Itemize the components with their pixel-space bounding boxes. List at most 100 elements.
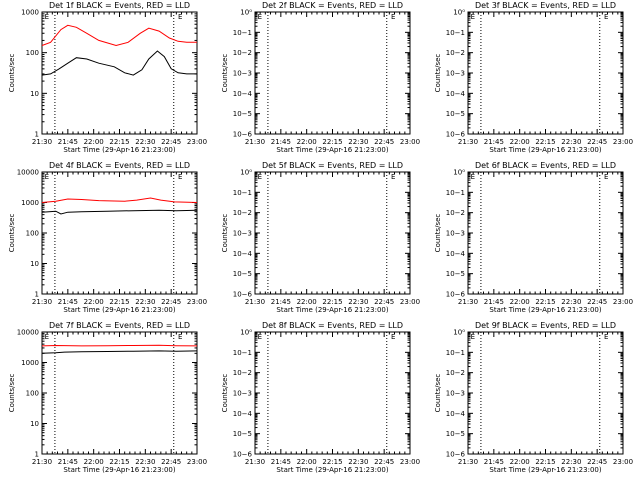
x-tick-label: 21:30: [32, 458, 52, 466]
chart-title: Det 3f BLACK = Events, RED = LLD: [475, 1, 616, 10]
y-tick-label: 10−2: [446, 209, 465, 217]
x-tick-label: 23:00: [400, 298, 420, 306]
e-marker-label: E: [45, 173, 49, 181]
x-tick-label: 23:00: [613, 458, 633, 466]
e-marker-label: E: [45, 333, 49, 341]
y-tick-label: 10−3: [446, 230, 465, 238]
x-tick-label: 23:00: [187, 298, 207, 306]
x-tick-label: 21:45: [271, 458, 291, 466]
y-tick-label: 100: [26, 390, 39, 398]
x-tick-label: 22:45: [374, 138, 394, 146]
y-tick-label: 10−2: [446, 369, 465, 377]
x-tick-label: 21:30: [32, 138, 52, 146]
x-axis-label: Start Time (29-Apr-16 21:23:00): [63, 466, 175, 474]
y-tick-label: 10−5: [233, 270, 252, 278]
x-tick-label: 21:45: [271, 298, 291, 306]
y-axis-label: Counts/sec: [434, 214, 442, 253]
chart-panel-3: Det 3f BLACK = Events, RED = LLD 10−6 10−5…: [434, 1, 633, 154]
y-tick-label: 10−6: [233, 131, 253, 139]
x-tick-label: 22:30: [561, 458, 581, 466]
x-tick-label: 23:00: [187, 138, 207, 146]
y-tick-label: 100: [26, 49, 39, 57]
x-tick-label: 21:45: [271, 138, 291, 146]
x-tick-label: 22:30: [348, 458, 368, 466]
y-tick-label: 100: [26, 230, 39, 238]
x-tick-label: 21:30: [458, 458, 478, 466]
y-tick-label: 10−1: [233, 29, 252, 37]
e-marker-label: E: [258, 333, 262, 341]
y-tick-label: 10−2: [233, 49, 252, 57]
chart-panel-6: Det 6f BLACK = Events, RED = LLD 10−6 10−5…: [434, 161, 633, 314]
chart-title: Det 2f BLACK = Events, RED = LLD: [262, 1, 403, 10]
e-marker-label: E: [471, 333, 475, 341]
x-axis-label: Start Time (29-Apr-16 21:23:00): [276, 146, 388, 154]
events-series-line: [41, 50, 197, 76]
x-axis-label: Start Time (29-Apr-16 21:23:00): [63, 306, 175, 314]
y-tick-label: 10−1: [233, 349, 252, 357]
e-marker-label: E: [471, 13, 475, 21]
chart-title: Det 6f BLACK = Events, RED = LLD: [475, 161, 616, 170]
y-axis-label: Counts/sec: [8, 374, 16, 413]
y-tick-label: 10−4: [446, 250, 466, 258]
chart-panel-4: Det 4f BLACK = Events, RED = LLD 1 10 100 10…: [8, 161, 207, 314]
x-tick-label: 22:15: [535, 298, 555, 306]
y-tick-label: 10−6: [446, 291, 466, 299]
lld-series-line: [41, 344, 198, 347]
events-series-line: [41, 209, 198, 215]
x-axis-label: Start Time (29-Apr-16 21:23:00): [276, 466, 388, 474]
y-tick-label: 10−4: [446, 90, 466, 98]
e-marker-label: E: [391, 13, 395, 21]
events-series-line: [41, 350, 198, 354]
x-tick-label: 22:30: [135, 138, 155, 146]
y-axis-label: Counts/sec: [221, 214, 229, 253]
y-tick-label: 10−3: [446, 390, 465, 398]
y-tick-label: 10000: [17, 169, 39, 177]
chart-panel-2: Det 2f BLACK = Events, RED = LLD 10−6 10−5…: [221, 1, 420, 154]
x-tick-label: 23:00: [400, 138, 420, 146]
y-axis-label: Counts/sec: [221, 374, 229, 413]
x-tick-label: 21:30: [32, 298, 52, 306]
x-tick-label: 22:45: [161, 138, 181, 146]
x-tick-label: 22:15: [535, 458, 555, 466]
y-tick-label: 1: [35, 131, 39, 139]
chart-panel-8: Det 8f BLACK = Events, RED = LLD 10−6 10−5…: [221, 321, 420, 474]
y-tick-label: 10−5: [233, 110, 252, 118]
e-marker-label: E: [471, 173, 475, 181]
y-tick-label: 10: [30, 90, 39, 98]
e-marker-label: E: [604, 333, 608, 341]
x-tick-label: 21:30: [245, 298, 265, 306]
x-tick-label: 21:45: [58, 138, 78, 146]
y-tick-label: 10−4: [446, 410, 466, 418]
x-tick-label: 21:30: [458, 298, 478, 306]
y-axis-label: Counts/sec: [221, 54, 229, 93]
x-tick-label: 22:15: [322, 458, 342, 466]
y-tick-label: 10−5: [446, 430, 465, 438]
y-axis-label: Counts/sec: [434, 374, 442, 413]
x-tick-label: 23:00: [400, 458, 420, 466]
y-tick-label: 10⁰: [240, 169, 252, 177]
y-axis-label: Counts/sec: [434, 54, 442, 93]
y-tick-label: 10⁰: [240, 329, 252, 337]
x-tick-label: 22:45: [587, 458, 607, 466]
x-axis-label: Start Time (29-Apr-16 21:23:00): [276, 306, 388, 314]
y-tick-label: 10⁰: [453, 9, 465, 17]
y-tick-label: 10−3: [233, 390, 252, 398]
x-tick-label: 23:00: [613, 298, 633, 306]
y-tick-label: 10−1: [446, 349, 465, 357]
y-tick-label: 10−1: [446, 189, 465, 197]
x-tick-label: 22:00: [84, 458, 104, 466]
x-tick-label: 22:15: [109, 458, 129, 466]
y-tick-label: 10000: [17, 329, 39, 337]
chart-panel-1: Det 1f BLACK = Events, RED = LLD 1 10 100 10…: [8, 1, 207, 154]
x-tick-label: 23:00: [613, 138, 633, 146]
e-marker-label: E: [178, 13, 182, 21]
x-axis-label: Start Time (29-Apr-16 21:23:00): [63, 146, 175, 154]
x-axis-label: Start Time (29-Apr-16 21:23:00): [489, 306, 601, 314]
e-marker-label: E: [258, 13, 262, 21]
y-tick-label: 10⁰: [453, 329, 465, 337]
chart-title: Det 8f BLACK = Events, RED = LLD: [262, 321, 403, 330]
x-tick-label: 22:15: [535, 138, 555, 146]
y-tick-label: 10−6: [233, 291, 253, 299]
y-axis-label: Counts/sec: [8, 214, 16, 253]
